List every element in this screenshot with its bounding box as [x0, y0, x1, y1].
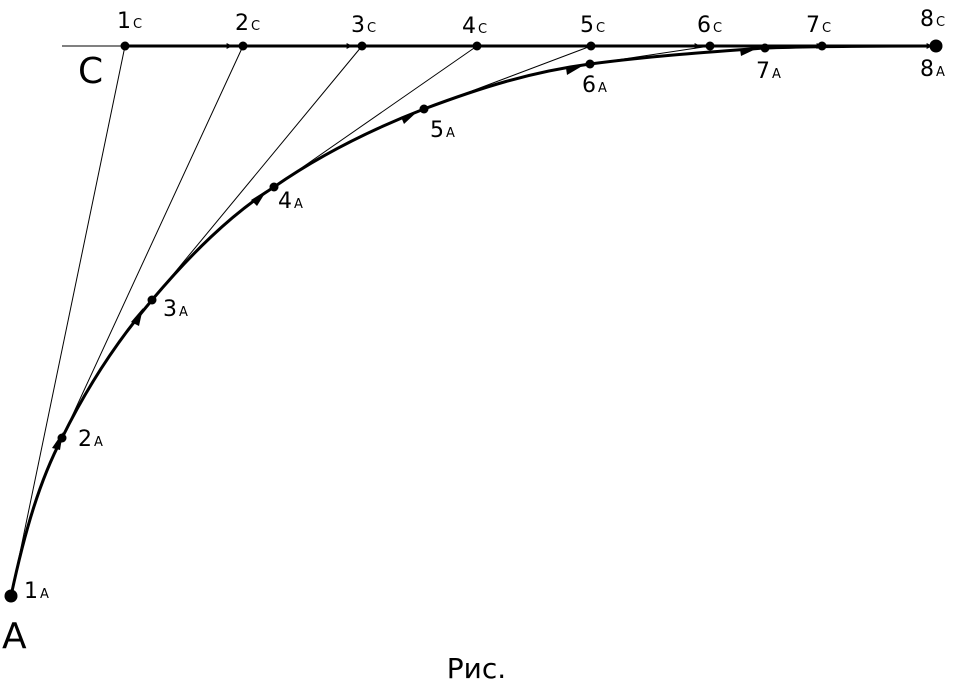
point-1c — [120, 41, 130, 51]
point-7c — [817, 41, 827, 51]
point-6c — [705, 41, 715, 51]
a-points — [4, 43, 770, 603]
point-3a — [147, 295, 157, 305]
sight-lines — [10, 45, 711, 597]
point-5c — [586, 41, 596, 51]
curve-a-label: A — [2, 616, 27, 657]
curve-a-path — [9, 44, 937, 597]
point-2c — [238, 41, 248, 51]
point-4c — [472, 41, 482, 51]
point-2a — [57, 433, 67, 443]
point-8c — [929, 39, 943, 53]
curve-a-arrows — [52, 48, 758, 450]
line-c-label: C — [78, 51, 103, 92]
point-4a — [269, 182, 279, 192]
point-7a — [760, 43, 770, 53]
sight-line-3 — [151, 45, 363, 301]
sight-line-1 — [10, 45, 126, 597]
point-6a — [585, 59, 595, 69]
point-3c — [357, 41, 367, 51]
c-points — [120, 39, 943, 53]
point-1a — [4, 589, 18, 603]
figure-caption: Рис. — [446, 652, 507, 685]
point-5a — [419, 104, 429, 114]
sight-line-2 — [61, 45, 244, 439]
